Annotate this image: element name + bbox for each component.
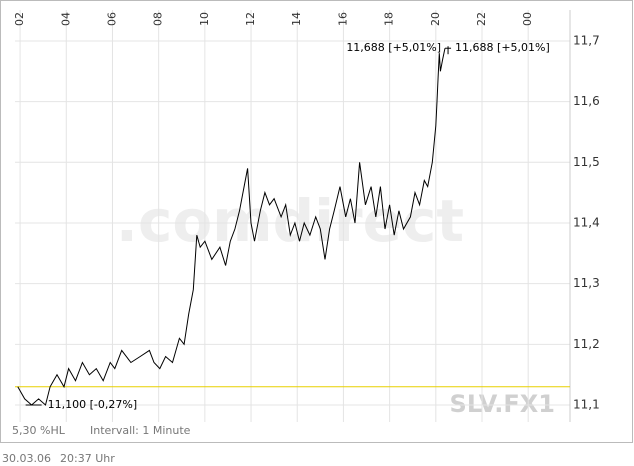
price-line [17, 48, 446, 406]
symbol: SLV.FX1 [450, 390, 555, 418]
y-tick-label: 11,2 [573, 337, 600, 351]
x-tick-label: 08 [152, 12, 165, 26]
chart-frame [0, 0, 633, 443]
x-tick-label: 06 [105, 12, 118, 26]
x-tick-label: 16 [336, 12, 349, 26]
y-tick-label: 11,1 [573, 398, 600, 412]
x-tick-label: 22 [475, 12, 488, 26]
watermark: .comdirect [116, 187, 464, 255]
y-tick-label: 11,7 [573, 33, 600, 47]
x-tick-label: 04 [59, 12, 72, 26]
x-tick-label: 10 [198, 12, 211, 26]
x-tick-label: 14 [290, 12, 303, 26]
annotation: 11,688 [+5,01%] [346, 41, 441, 54]
x-tick-label: 20 [429, 12, 442, 26]
x-tick-label: 12 [244, 12, 257, 26]
info-range: 5,30 %HL [12, 424, 66, 437]
footer-date: 30.03.06 [2, 452, 51, 465]
y-tick-label: 11,5 [573, 155, 600, 169]
x-tick-label: 02 [13, 12, 26, 26]
info-interval: Intervall: 1 Minute [90, 424, 191, 437]
footer-time: 20:37 Uhr [60, 452, 115, 465]
y-tick-label: 11,3 [573, 276, 600, 290]
y-tick-label: 11,6 [573, 94, 600, 108]
x-tick-label: 00 [521, 12, 534, 26]
x-tick-label: 18 [383, 12, 396, 26]
annotation: 11,688 [+5,01%] [455, 41, 550, 54]
annotation: 11,100 [-0,27%] [48, 398, 137, 411]
y-tick-label: 11,4 [573, 215, 600, 229]
